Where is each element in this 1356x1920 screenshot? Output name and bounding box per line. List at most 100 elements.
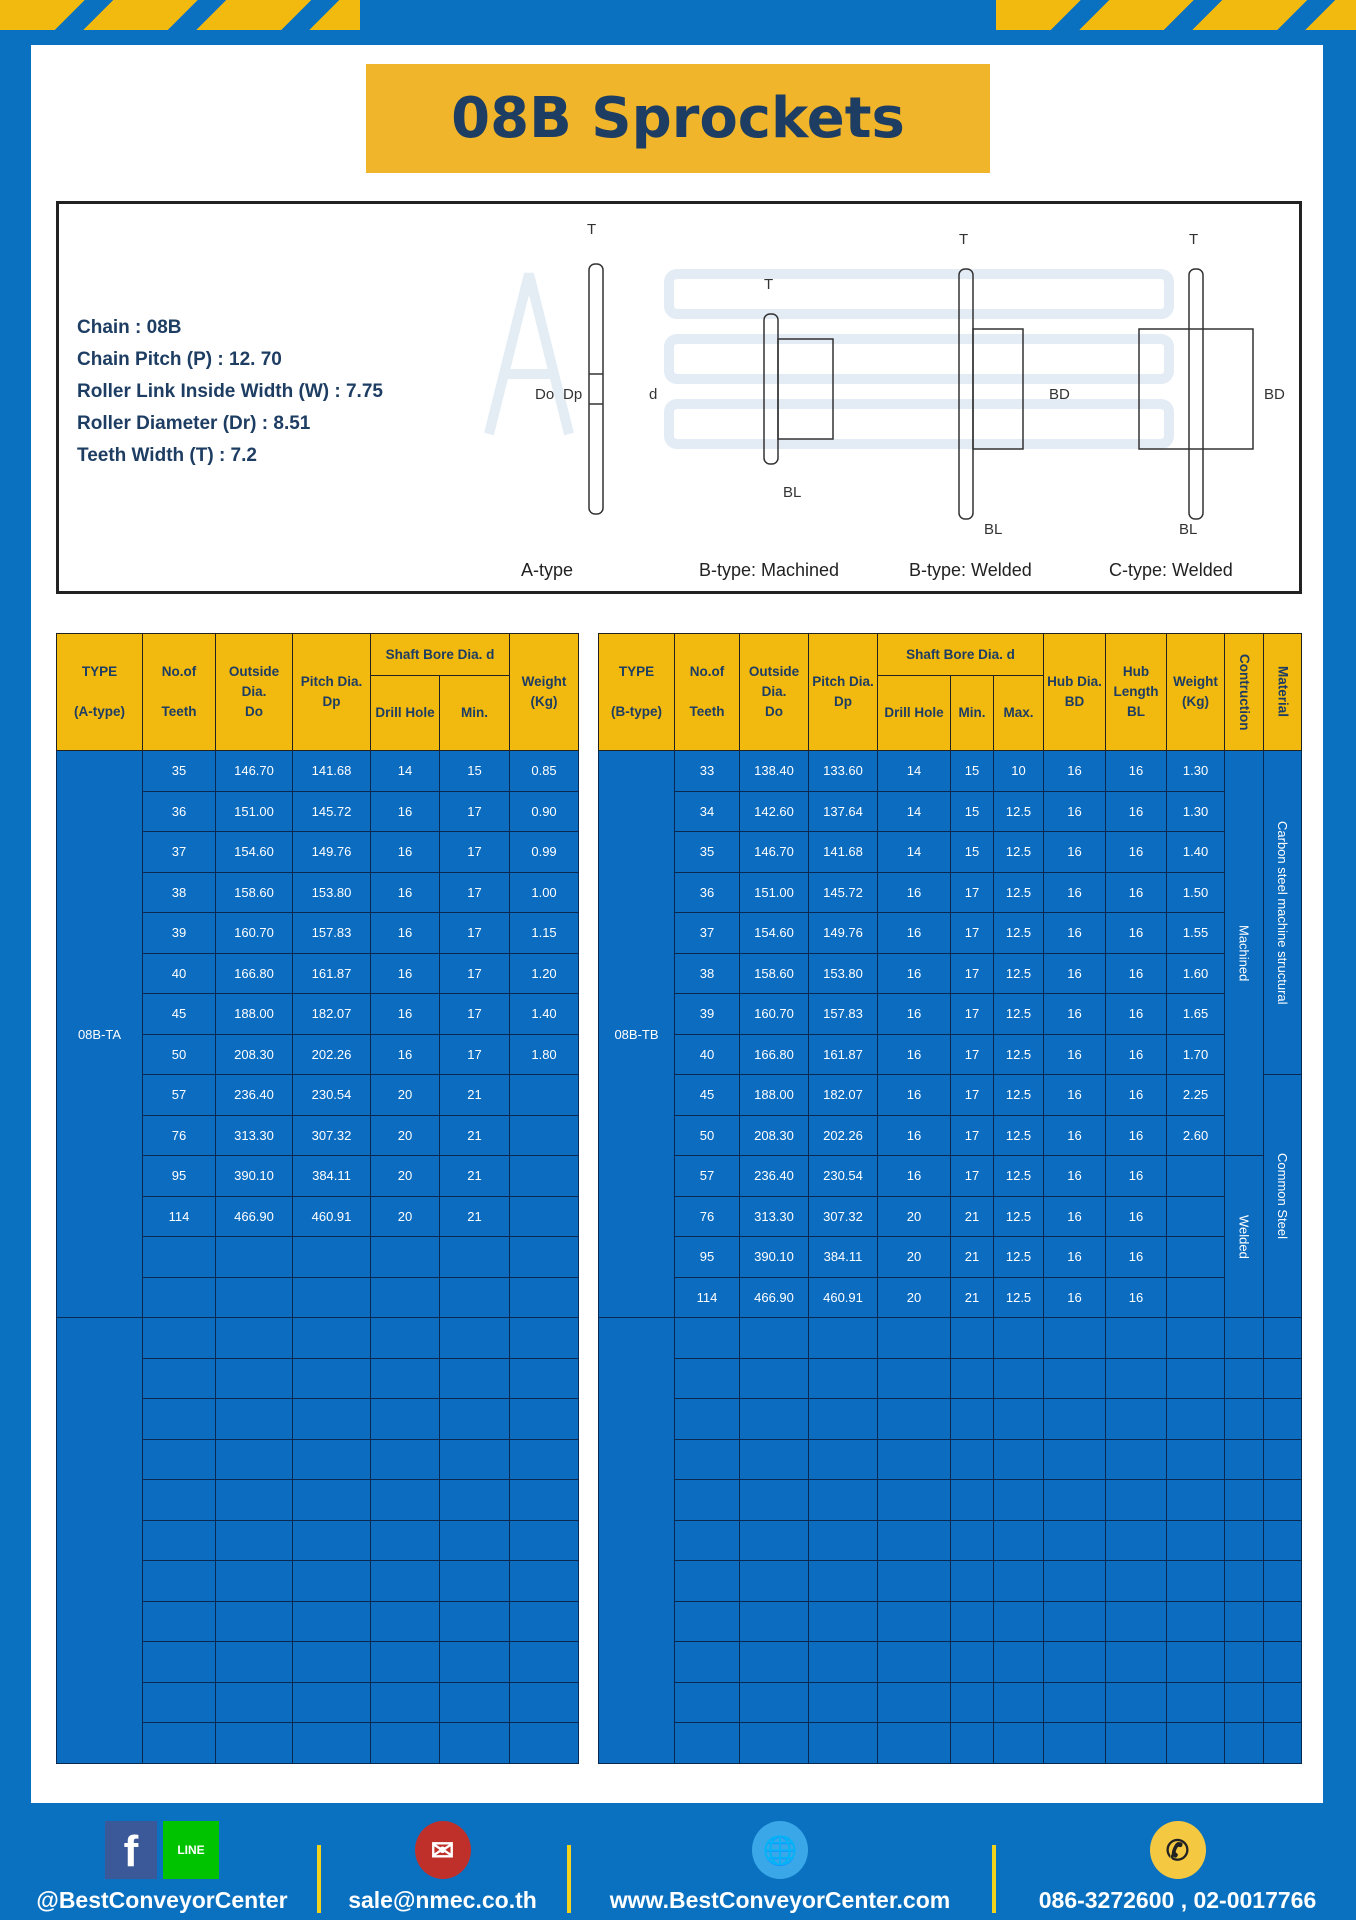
- data-cell: 15: [950, 790, 994, 832]
- empty-cell: [292, 1519, 371, 1561]
- empty-row: [57, 1681, 580, 1723]
- empty-cell: [674, 1398, 740, 1440]
- empty-cell: [1105, 1560, 1168, 1602]
- empty-cell: [142, 1600, 216, 1642]
- email-address[interactable]: sale@nmec.co.th: [348, 1887, 537, 1913]
- empty-cell: [808, 1398, 878, 1440]
- empty-cell: [1263, 1641, 1303, 1683]
- empty-row: [57, 1722, 580, 1764]
- data-cell: 12.5: [992, 1074, 1045, 1116]
- empty-cell: [142, 1519, 216, 1561]
- data-cell: 460.91: [292, 1195, 371, 1237]
- empty-cell: [992, 1479, 1045, 1521]
- empty-cell: [438, 1317, 511, 1359]
- header-pitch-dia: Pitch Dia. Dp: [292, 633, 371, 751]
- data-cell: 12.5: [992, 1276, 1045, 1318]
- data-cell: 1.60: [1166, 952, 1226, 994]
- empty-cell: [142, 1681, 216, 1723]
- facebook-icon[interactable]: f: [105, 1821, 157, 1879]
- data-cell: 16: [370, 871, 440, 913]
- empty-cell: [674, 1479, 740, 1521]
- empty-cell: [1224, 1722, 1265, 1764]
- email-contact[interactable]: ✉ sale@nmec.co.th: [330, 1821, 555, 1914]
- empty-row: [599, 1600, 1303, 1642]
- empty-cell: [992, 1681, 1045, 1723]
- a-type-table: TYPE (A-type) No.of Teeth Outside Dia. Do Pi…: [56, 633, 580, 1764]
- data-cell: 2.60: [1166, 1114, 1226, 1156]
- data-cell: 16: [1105, 1276, 1168, 1318]
- data-cell: 16: [877, 952, 951, 994]
- svg-text:BL: BL: [1179, 521, 1197, 538]
- social-contact[interactable]: f LINE @BestConveyorCenter: [22, 1821, 302, 1914]
- data-cell: 160.70: [215, 912, 293, 954]
- watermark-logo: [484, 269, 1174, 449]
- empty-cell: [142, 1317, 216, 1359]
- empty-cell: [992, 1438, 1045, 1480]
- empty-cell: [992, 1398, 1045, 1440]
- empty-cell: [509, 1560, 580, 1602]
- data-cell: 16: [1105, 1236, 1168, 1278]
- data-cell: 153.80: [292, 871, 371, 913]
- header-pitch-dia: Pitch Dia. Dp: [808, 633, 878, 751]
- table-row: 57 236.40 230.54 16 17 12.5 16 16 Welded: [599, 1155, 1302, 1318]
- svg-text:BL: BL: [783, 484, 801, 501]
- empty-row: [599, 1357, 1303, 1399]
- data-cell: 76: [674, 1195, 740, 1237]
- empty-cell: [877, 1722, 951, 1764]
- data-cell: 16: [370, 790, 440, 832]
- data-cell: 0.90: [509, 790, 580, 832]
- data-cell: [509, 1114, 580, 1156]
- svg-text:T: T: [764, 276, 773, 293]
- empty-cell: [1105, 1600, 1168, 1642]
- data-cell: 146.70: [215, 750, 293, 792]
- data-cell: 17: [950, 1074, 994, 1116]
- data-cell: 16: [1105, 831, 1168, 873]
- data-cell: 17: [438, 871, 511, 913]
- empty-cell: [370, 1560, 440, 1602]
- phone-numbers[interactable]: 086-3272600 , 02-0017766: [1038, 1887, 1317, 1913]
- header-hub-dia: Hub Dia. BD: [1043, 633, 1107, 751]
- data-cell: 137.64: [808, 790, 878, 832]
- empty-cell: [215, 1398, 293, 1440]
- empty-cell: [1263, 1479, 1303, 1521]
- empty-cell: [992, 1600, 1045, 1642]
- empty-row: [57, 1438, 580, 1480]
- data-cell: 16: [1105, 952, 1168, 994]
- data-cell: [509, 1236, 580, 1278]
- website-url[interactable]: www.BestConveyorCenter.com: [609, 1887, 951, 1913]
- empty-cell: [438, 1641, 511, 1683]
- data-cell: 0.85: [509, 750, 580, 792]
- website-contact[interactable]: 🌐 www.BestConveyorCenter.com: [580, 1821, 980, 1914]
- social-handle[interactable]: @BestConveyorCenter: [36, 1887, 288, 1913]
- empty-cell: [215, 1722, 293, 1764]
- empty-cell: [1166, 1722, 1226, 1764]
- data-cell: 182.07: [292, 993, 371, 1035]
- phone-contact[interactable]: ✆ 086-3272600 , 02-0017766: [1005, 1821, 1350, 1914]
- data-cell: 14: [877, 831, 951, 873]
- empty-row: [57, 1519, 580, 1561]
- empty-cell: [950, 1479, 994, 1521]
- data-cell: 16: [370, 952, 440, 994]
- data-cell: 188.00: [739, 1074, 809, 1116]
- data-cell: [1166, 1155, 1226, 1197]
- label-a-type: A-type: [521, 560, 573, 580]
- empty-cell: [877, 1438, 951, 1480]
- empty-cell: [509, 1357, 580, 1399]
- header-material: Material: [1263, 633, 1303, 751]
- data-cell: 34: [674, 790, 740, 832]
- data-cell: 95: [674, 1236, 740, 1278]
- empty-cell: [215, 1681, 293, 1723]
- empty-cell: [509, 1681, 580, 1723]
- empty-row: [57, 1357, 580, 1399]
- page-title: 08B Sprockets: [366, 64, 990, 173]
- data-cell: 12.5: [992, 1236, 1045, 1278]
- data-cell: 16: [1105, 790, 1168, 832]
- empty-cell: [438, 1398, 511, 1440]
- data-cell: 1.20: [509, 952, 580, 994]
- line-icon[interactable]: LINE: [163, 1821, 219, 1879]
- type-cell: 08B-TB: [598, 750, 675, 1318]
- data-cell: 12.5: [992, 912, 1045, 954]
- data-cell: 17: [438, 912, 511, 954]
- table-row: 39 160.70 157.83 16 17 12.5 16 16 1.65: [599, 993, 1302, 1035]
- data-cell: [1166, 1236, 1226, 1278]
